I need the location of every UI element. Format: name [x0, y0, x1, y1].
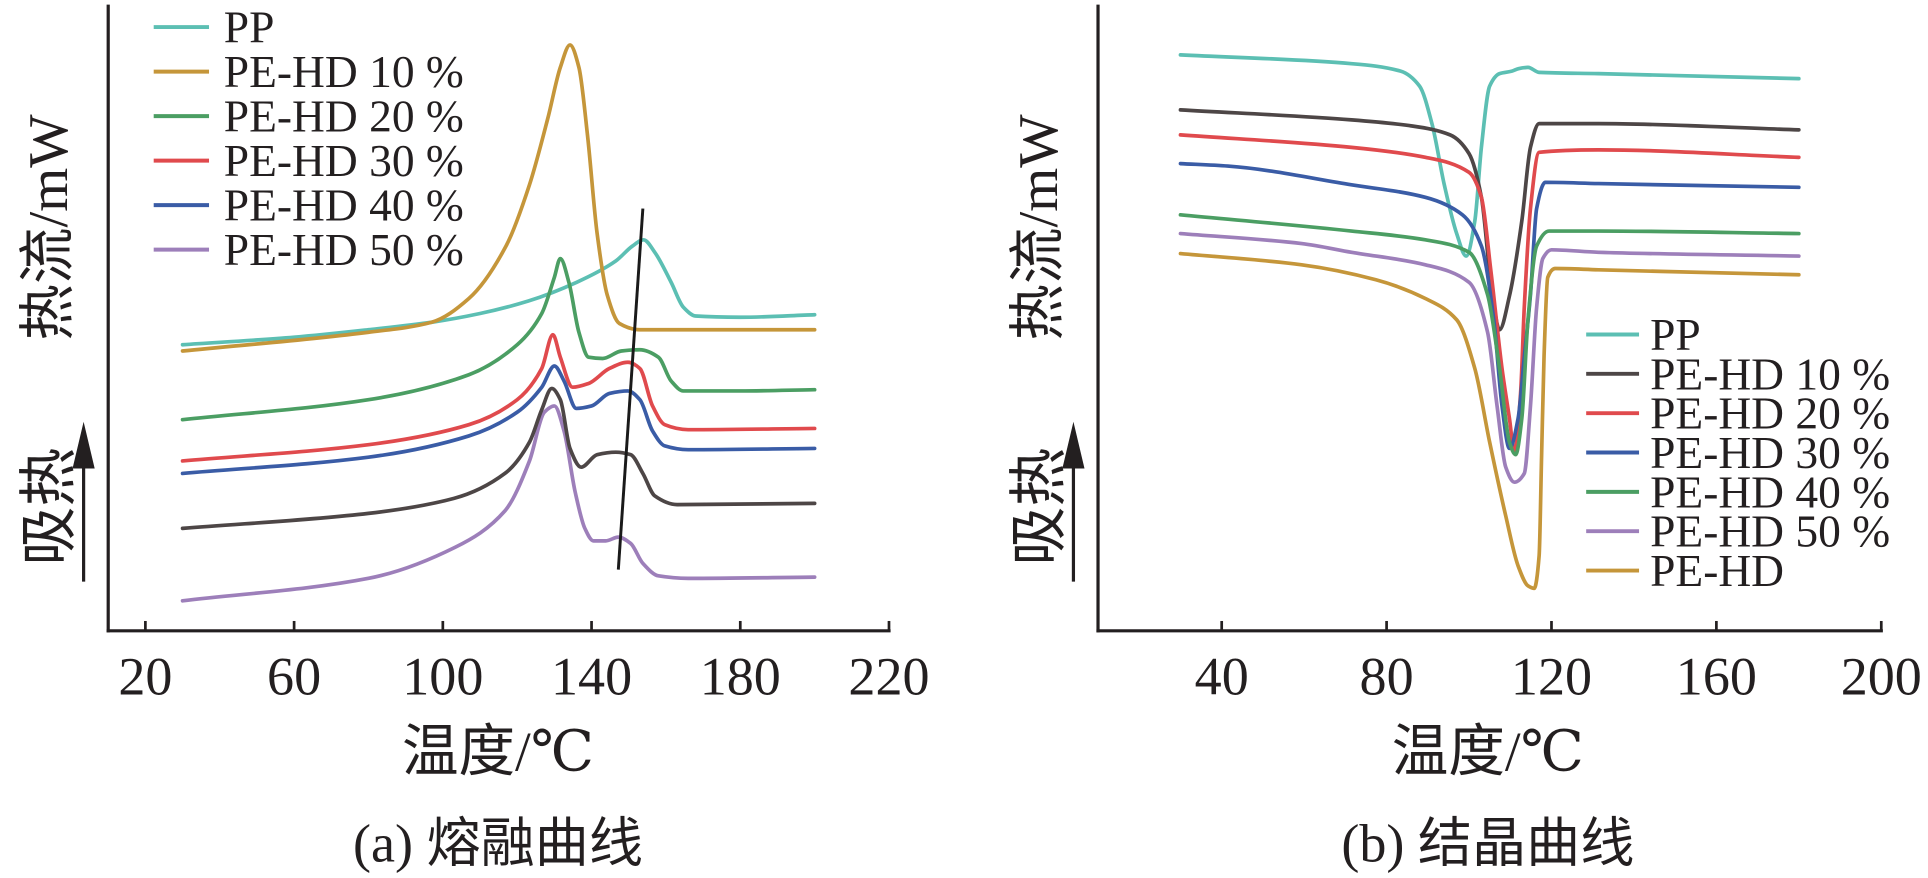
x-tick-label: 120	[1511, 646, 1592, 706]
legend-label: PE-HD 40 %	[1650, 466, 1890, 517]
crystallization-curve-pe-hd-30	[1178, 161, 1801, 451]
legend-item-pe-hd-20: PE-HD 20 %	[1586, 388, 1890, 439]
legend-item-pe-hd-50: PE-HD 50 %	[153, 224, 464, 275]
arrow-head	[72, 421, 95, 469]
legend-item-pe-hd-50: PE-HD 50 %	[1586, 506, 1890, 557]
panel-caption: (b) 结晶曲线	[1341, 814, 1634, 874]
y-axis-label: 热流/mW	[18, 114, 80, 341]
legend-item-pe-hd-40: PE-HD 40 %	[153, 180, 464, 231]
x-tick-label: 160	[1676, 646, 1757, 706]
x-axis-label: 温度/℃	[402, 722, 594, 784]
legend-label: PE-HD 30 %	[224, 135, 464, 186]
legend-item-pe-hd-30: PE-HD 30 %	[153, 135, 464, 186]
panel-caption: (a) 熔融曲线	[353, 814, 643, 874]
melting-curves	[180, 43, 817, 603]
panel-b-labels: 热流/mW 吸热 温度/℃ (b) 结晶曲线	[1006, 114, 1634, 874]
legend-item-pe-hd: PE-HD	[1586, 545, 1784, 596]
x-tick-label: 200	[1841, 646, 1922, 706]
legend-label: PE-HD 50 %	[1650, 506, 1890, 557]
y-axis-label: 热流/mW	[1008, 114, 1070, 341]
endotherm-label: 吸热	[16, 448, 82, 566]
legend-item-pe-hd-10: PE-HD 10 %	[1586, 348, 1890, 399]
melting-curve-pp	[180, 237, 817, 347]
melting-curve-pe-hd-10	[180, 43, 817, 353]
x-tick-label: 20	[118, 646, 172, 706]
x-tick-label: 60	[267, 646, 321, 706]
crystallization-curve-pe-hd	[1178, 251, 1801, 591]
x-axis-label: 温度/℃	[1392, 722, 1584, 784]
arrow-head	[1062, 421, 1085, 469]
crystallization-curve-pe-hd-20	[1178, 133, 1801, 455]
legend-label: PE-HD 30 %	[1650, 427, 1890, 478]
crystallization-curve-pe-hd-50	[1178, 231, 1801, 485]
legend-label: PE-HD 40 %	[224, 180, 464, 231]
endotherm-arrow-icon	[72, 421, 95, 582]
x-tick-label: 100	[402, 646, 483, 706]
legend-label: PE-HD 20 %	[1650, 388, 1890, 439]
legend-item-pp: PP	[153, 2, 275, 53]
legend-item-pp: PP	[1586, 309, 1701, 360]
legend-item-pe-hd-20: PE-HD 20 %	[153, 91, 464, 142]
endotherm-label: 吸热	[1006, 448, 1072, 566]
x-tick-label: 40	[1195, 646, 1249, 706]
melting-curve-pe-hd-30	[180, 332, 817, 463]
melting-curve-pe-hd-40	[180, 364, 817, 476]
crystallization-curves	[1178, 53, 1801, 591]
legend-label: PE-HD 10 %	[1650, 348, 1890, 399]
legend-label: PE-HD 50 %	[224, 224, 464, 275]
legend-item-pe-hd-40: PE-HD 40 %	[1586, 466, 1890, 517]
endotherm-arrow-icon	[1062, 421, 1085, 582]
melting-curve-unlabeled	[180, 386, 817, 531]
x-tick-label: 220	[848, 646, 929, 706]
legend-label: PE-HD 10 %	[224, 46, 464, 97]
legend-item-pe-hd-30: PE-HD 30 %	[1586, 427, 1890, 478]
legend-label: PE-HD 20 %	[224, 91, 464, 142]
melting-curve-pe-hd-20	[180, 256, 817, 422]
x-tick-label: 180	[700, 646, 781, 706]
peak-trend-line	[616, 208, 645, 570]
legend-item-pe-hd-10: PE-HD 10 %	[153, 46, 464, 97]
crystallization-curve-pp	[1178, 53, 1801, 258]
legend-label: PP	[224, 2, 275, 53]
legend-label: PP	[1650, 309, 1701, 360]
legend-label: PE-HD	[1650, 545, 1784, 596]
panel-a-labels: 热流/mW 吸热 温度/℃ (a) 熔融曲线	[16, 114, 643, 874]
x-tick-label: 80	[1360, 646, 1414, 706]
x-tick-label: 140	[551, 646, 632, 706]
melting-curve-pe-hd-50	[180, 404, 817, 603]
crystallization-curve-pe-hd-40	[1178, 212, 1801, 457]
